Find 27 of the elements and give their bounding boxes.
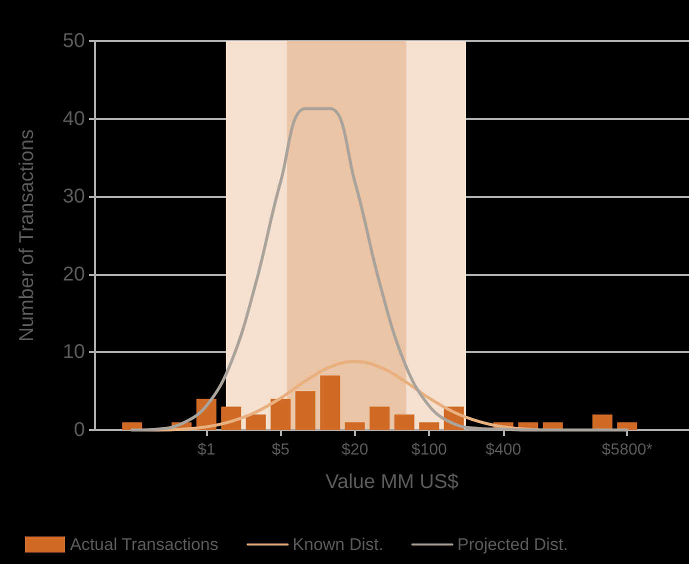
bar [419,422,440,430]
line-series [130,107,629,432]
bar [270,398,291,430]
y-axis-title: Number of Transactions [16,129,38,342]
y-tick-label: 10 [62,341,85,364]
y-tick-label: 20 [62,263,85,286]
y-tick-label: 50 [62,30,85,52]
bar [246,414,266,430]
x-axis-title: Value MM US$ [325,471,459,493]
x-tick-label: $1 [197,442,216,458]
y-tick-label: 30 [62,186,85,208]
x-tick-label: $20 [342,442,368,458]
y-tick-label: 40 [62,108,85,130]
x-tick-label: $5800* [602,442,652,458]
legend-label: Actual Transactions [70,535,218,554]
bar [592,414,612,430]
x-tick-label: $100 [411,442,448,458]
bar [295,391,316,430]
x-tick-label: $5 [272,442,290,458]
legend-label: Known Dist. [292,535,384,554]
bar [394,414,414,430]
legend-label: Projected Dist. [457,535,568,554]
bar [370,406,390,430]
x-tick-label: $400 [486,442,522,458]
bar [320,376,340,430]
y-tick-label: 0 [74,419,85,441]
bar [344,422,365,430]
